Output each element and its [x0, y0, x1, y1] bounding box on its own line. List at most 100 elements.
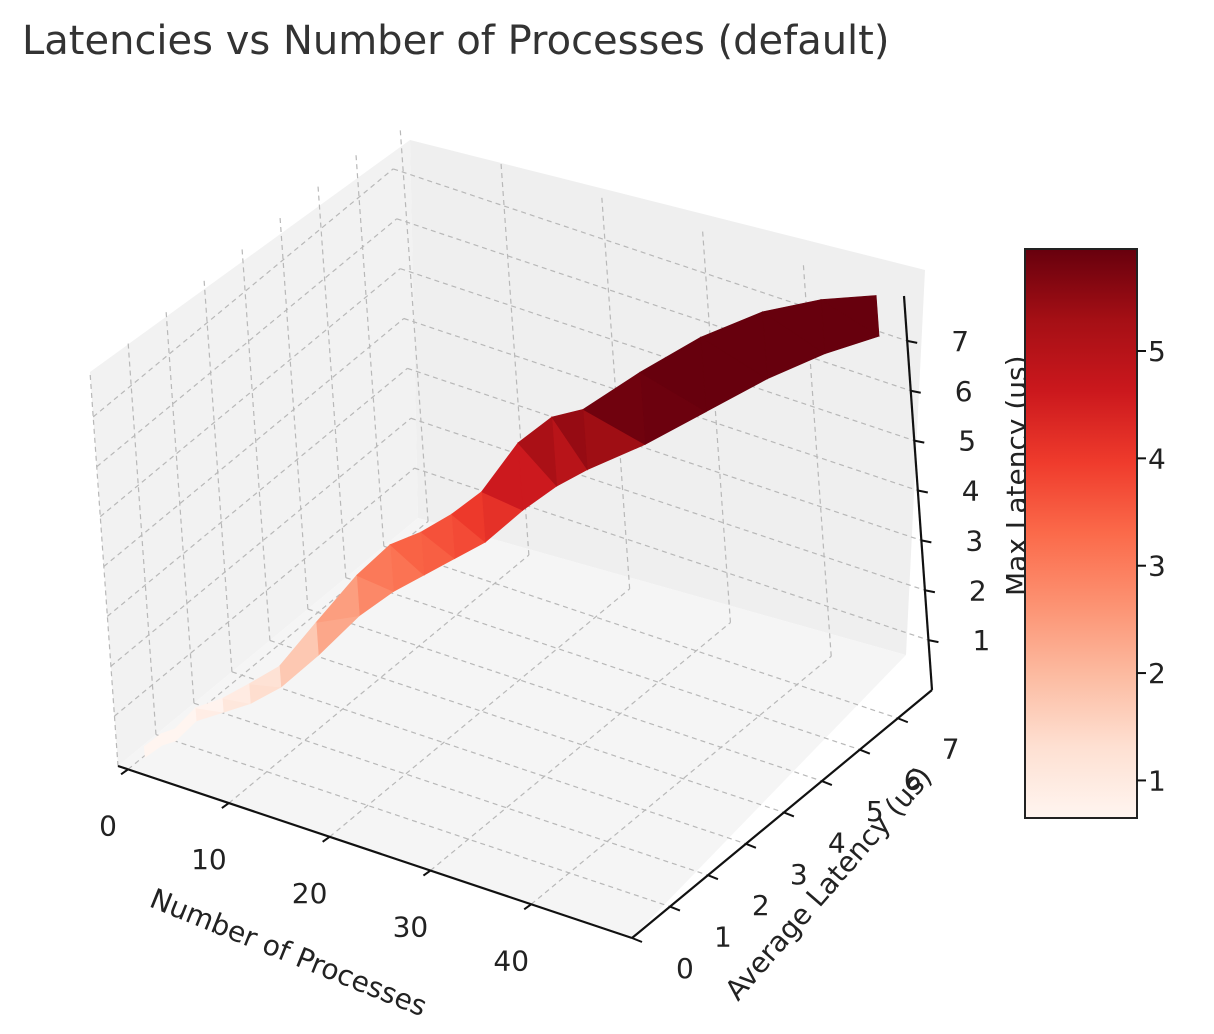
grid-line-y-side [127, 340, 157, 735]
colorbar: 1 2 3 4 5 [1024, 248, 1166, 819]
surface-facet [221, 683, 251, 704]
z-tick-mark [917, 489, 929, 494]
surface-facet [820, 295, 880, 337]
y-axis-line [631, 689, 933, 939]
surface-facet [143, 733, 163, 747]
grid-line-y-floor [307, 608, 823, 782]
x-tick-mark [120, 768, 129, 776]
grid-line-y-side [279, 214, 309, 610]
y-tick-mark [783, 811, 795, 818]
grid-line-z-back [396, 218, 911, 392]
z-tick-label: 5 [958, 425, 976, 458]
grid-line-y-floor [193, 702, 709, 876]
grid-line-y-side [241, 246, 271, 641]
grid-line-y-side [89, 371, 119, 767]
y-tick-label: 6 [904, 764, 922, 797]
z-tick-label: 2 [969, 574, 987, 607]
z-tick-label: 7 [951, 325, 969, 358]
grid-line-z-side [103, 318, 405, 567]
grid-line-x-back [601, 194, 631, 589]
surface-facet [451, 491, 486, 543]
surface-facet [248, 665, 282, 688]
y-tick-label: 5 [866, 795, 884, 828]
z-tick-mark [914, 439, 925, 444]
colorbar-tick-label: 4 [1148, 442, 1166, 475]
surface-facet [315, 574, 360, 623]
grid-line-x-floor [329, 588, 631, 838]
z-tick-mark [906, 339, 918, 344]
grid-line-z-side [99, 268, 401, 518]
x-tick-label: 30 [393, 911, 429, 944]
colorbar-gradient [1024, 248, 1138, 819]
y-tick-mark [821, 780, 833, 786]
y-tick-mark [707, 874, 719, 881]
surface-facet [639, 336, 707, 413]
surface-facet [582, 371, 646, 446]
surface-facet [481, 442, 524, 511]
x-tick-label: 20 [292, 877, 328, 910]
floor-pane [118, 518, 906, 938]
surface-facet [356, 543, 394, 592]
grid-line-z-back [410, 417, 926, 591]
y-tick-mark [745, 842, 757, 849]
y-tick-label: 0 [676, 952, 694, 985]
z-tick-mark [921, 539, 932, 544]
grid-line-z-side [96, 218, 398, 468]
grid-line-y-floor [383, 545, 899, 719]
surface-facet [551, 409, 588, 471]
grid-line-y-floor [345, 577, 861, 751]
y-tick-label: 3 [790, 858, 808, 891]
chart-title: Latencies vs Number of Processes (defaul… [22, 18, 889, 64]
surface-facet [389, 531, 425, 576]
y-tick-mark [859, 748, 871, 755]
grid-line-y-floor [269, 639, 785, 813]
grid-line-z-back [400, 268, 915, 442]
grid-line-y-side [203, 277, 233, 672]
grid-line-z-side [114, 467, 415, 717]
x-tick-mark [221, 802, 230, 809]
surface-facet [517, 416, 558, 487]
grid-line-y-floor [231, 671, 747, 845]
y-tick-label: 4 [828, 826, 846, 859]
grid-line-x-floor [228, 554, 530, 804]
surface [143, 295, 880, 758]
z-tick-mark [928, 639, 939, 644]
y-tick-mark [669, 905, 681, 912]
surface-facet [420, 513, 455, 560]
grid-line-y-floor [155, 734, 671, 908]
surface-facet [160, 728, 177, 742]
grid-line-x-floor [530, 655, 832, 905]
z-tick-mark [910, 389, 921, 394]
surface-facet [761, 299, 826, 355]
z-tick-label: 1 [973, 624, 991, 657]
x-tick-label: 40 [493, 944, 529, 977]
grid-line-y-side [165, 309, 195, 704]
grid-lines [89, 127, 929, 939]
z-axis-line [902, 295, 934, 691]
grid-line-x-floor [430, 622, 731, 872]
y-tick-label: 1 [714, 921, 732, 954]
z-tick-label: 3 [965, 524, 983, 557]
surface-facet [278, 621, 319, 667]
grid-line-x-back [802, 262, 832, 657]
axis-panes [90, 140, 925, 938]
surface-facet [700, 311, 768, 380]
x-tick-label: 0 [99, 809, 117, 842]
x-tick-label: 10 [191, 843, 227, 876]
surface-facet [195, 697, 224, 713]
colorbar-tick-label: 1 [1148, 764, 1166, 797]
x-axis-line [117, 764, 633, 940]
x-tick-mark [422, 869, 432, 877]
grid-line-z-side [106, 367, 408, 617]
y-tick-label: 7 [942, 732, 960, 765]
x-tick-mark [322, 836, 331, 843]
z-tick-label: 6 [955, 375, 973, 408]
colorbar-tick-label: 3 [1148, 550, 1166, 583]
x-axis-label: Number of Processes [145, 882, 431, 1023]
grid-line-z-side [110, 417, 412, 667]
axes [117, 295, 939, 943]
grid-line-y-side [355, 152, 385, 547]
grid-line-z-back [407, 367, 922, 541]
z-tick-label: 4 [962, 475, 980, 508]
